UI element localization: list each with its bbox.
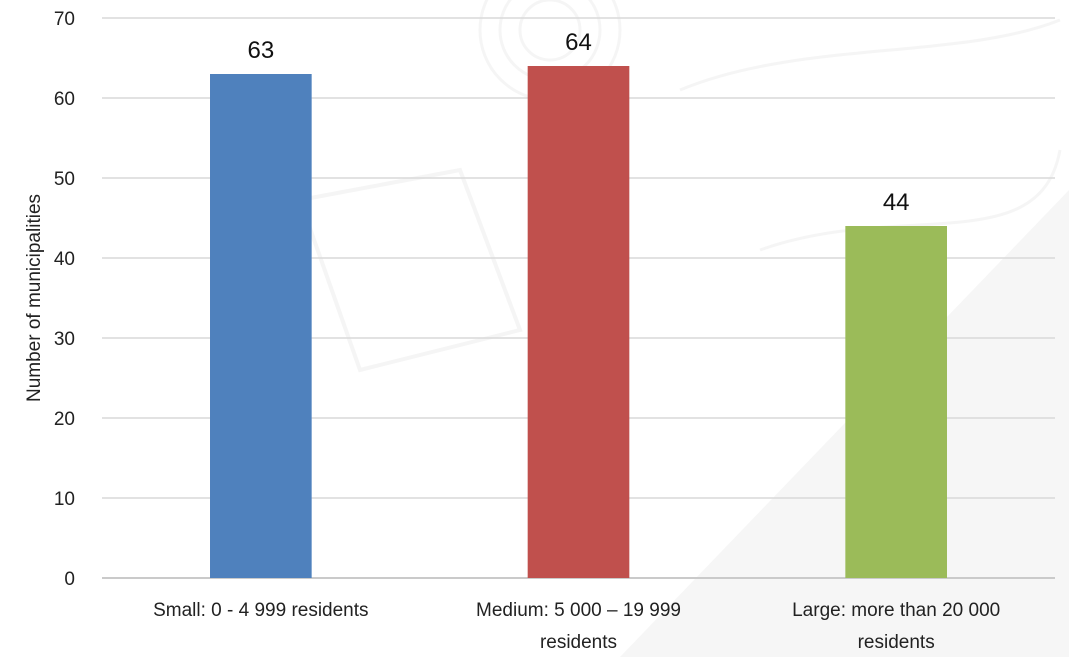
y-axis-ticks: 0 10 20 30 40 50 60 70 bbox=[54, 9, 75, 590]
bar bbox=[527, 66, 630, 578]
x-category-label: Small: 0 - 4 999 residents bbox=[153, 600, 368, 621]
data-labels: 63 64 44 bbox=[247, 29, 909, 216]
bars bbox=[210, 66, 947, 578]
x-category-label: residents bbox=[540, 632, 617, 653]
y-tick-label: 30 bbox=[54, 329, 75, 350]
x-category-label: residents bbox=[858, 632, 935, 653]
y-tick-label: 50 bbox=[54, 169, 75, 190]
bar bbox=[210, 74, 312, 578]
y-tick-label: 70 bbox=[54, 9, 75, 30]
bar bbox=[845, 226, 947, 578]
y-axis-title: Number of municipalities bbox=[24, 194, 45, 402]
data-label: 63 bbox=[247, 37, 274, 64]
data-label: 44 bbox=[883, 189, 910, 216]
y-tick-label: 10 bbox=[54, 489, 75, 510]
x-category-label: Medium: 5 000 – 19 999 bbox=[476, 600, 681, 621]
y-tick-label: 60 bbox=[54, 89, 75, 110]
y-tick-label: 40 bbox=[54, 249, 75, 270]
y-tick-label: 0 bbox=[64, 569, 75, 590]
data-label: 64 bbox=[565, 29, 592, 56]
x-category-label: Large: more than 20 000 bbox=[792, 600, 1000, 621]
y-tick-label: 20 bbox=[54, 409, 75, 430]
x-axis-labels: Small: 0 - 4 999 residents Medium: 5 000 … bbox=[153, 600, 1000, 653]
